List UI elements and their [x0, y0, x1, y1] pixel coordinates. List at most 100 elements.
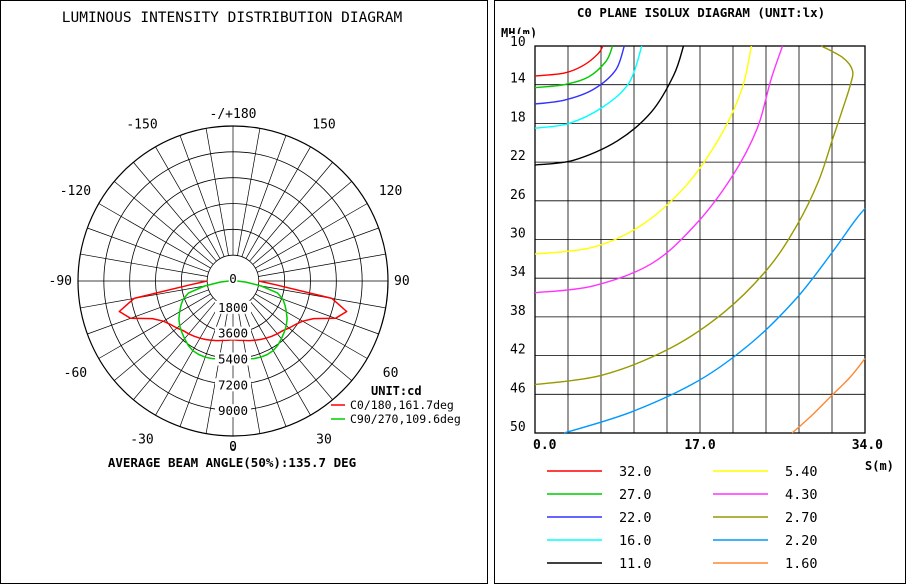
polar-grid-spoke: [114, 297, 214, 381]
isolux-legend-label: 27.0: [619, 487, 652, 503]
x-tick-label: 17.0: [684, 438, 715, 453]
isolux-curve: [534, 45, 604, 77]
radial-label: 1800: [218, 300, 248, 315]
isolux-title: C0 PLANE ISOLUX DIAGRAM (UNIT:lx): [577, 5, 825, 20]
isolux-curve: [534, 45, 784, 294]
y-tick-label: 26: [510, 188, 526, 203]
polar-radial-labels: 0 1800 3600 5400 7200 9000 0: [215, 271, 251, 453]
polar-grid-spoke: [179, 305, 225, 427]
y-tick-label: 42: [510, 343, 526, 358]
isolux-curve: [534, 45, 625, 105]
polar-grid-spoke: [258, 253, 386, 277]
polar-grid-spoke: [241, 135, 287, 257]
polar-grid-spoke: [257, 289, 379, 335]
y-tick-label-bg: [509, 419, 533, 432]
radial-label: 3600: [218, 326, 248, 341]
y-tick-label-bg: [509, 70, 533, 84]
isolux-legend: 32.0 27.0 22.0 16.0 11.0 5.40 4.30 2.70 2.20 1.60: [547, 464, 818, 572]
y-tick-label: 38: [510, 304, 526, 319]
y-tick-label-bg: [509, 109, 533, 123]
angle-label: 150: [312, 117, 335, 132]
y-tick-label: 30: [510, 227, 526, 242]
x-tick-label: 0.0: [533, 438, 557, 453]
legend-label: C90/270,109.6deg: [350, 412, 461, 426]
radial-label-bg: [215, 404, 251, 418]
radial-label-bg: [215, 378, 251, 392]
radial-label: 5400: [218, 352, 248, 367]
isolux-chart: C0 PLANE ISOLUX DIAGRAM (UNIT:lx) MH(m) …: [501, 5, 894, 572]
polar-grid-spoke: [249, 162, 333, 262]
y-tick-label-bg: [509, 380, 533, 394]
angle-label: -120: [60, 184, 91, 199]
angle-label: -/+180: [210, 107, 257, 122]
unit-label: UNIT:cd: [371, 384, 422, 398]
y-tick-label-bg: [509, 186, 533, 200]
legend-label: C0/180,161.7deg: [350, 398, 454, 412]
radial-label-bg: [215, 352, 251, 366]
polar-grid-spoke: [98, 203, 211, 269]
polar-grid-spoke: [155, 303, 221, 416]
isolux-legend-label: 2.70: [785, 510, 818, 526]
isolux-xlabel: S(m): [865, 459, 894, 473]
isolux-grid: [534, 45, 866, 434]
y-tick-label-bg: [509, 341, 533, 355]
angle-label: 0: [229, 440, 237, 455]
polar-grid-spoke: [245, 146, 311, 259]
angle-label: -30: [130, 433, 153, 448]
polar-grid-spoke: [237, 128, 261, 256]
polar-grid-spoke: [98, 293, 211, 359]
y-tick-label-bg: [509, 225, 533, 239]
isolux-legend-label: 16.0: [619, 533, 652, 549]
radial-label: 9000: [218, 403, 248, 418]
isolux-curves: [534, 45, 866, 434]
isolux-legend-label: 4.30: [785, 487, 818, 503]
polar-grid-spoke: [245, 303, 311, 416]
y-tick-label: 10: [510, 35, 526, 50]
polar-grid-spoke: [241, 305, 287, 427]
isolux-legend-label: 5.40: [785, 464, 818, 480]
polar-grid-spoke: [155, 146, 221, 259]
polar-grid-spoke: [80, 253, 208, 277]
polar-grid-spoke: [252, 181, 352, 265]
isolux-legend-label: 11.0: [619, 556, 652, 572]
x-tick-label: 34.0: [852, 438, 883, 453]
angle-label: 90: [394, 274, 410, 289]
isolux-curve: [563, 208, 866, 434]
radial-label-bg: [215, 326, 251, 340]
polar-grid-spoke: [114, 181, 214, 265]
isolux-legend-label: 32.0: [619, 464, 652, 480]
polar-title: LUMINOUS INTENSITY DISTRIBUTION DIAGRAM: [62, 10, 403, 26]
y-tick-label: 22: [510, 149, 526, 164]
y-tick-label-bg: [509, 302, 533, 316]
isolux-curve: [534, 45, 643, 129]
intensity-curve-c0-180: [118, 280, 348, 342]
isolux-frame: [534, 45, 866, 434]
angle-label: 120: [379, 184, 402, 199]
angle-label: 60: [383, 366, 399, 381]
radial-label: 7200: [218, 377, 248, 392]
isolux-legend-label: 2.20: [785, 533, 818, 549]
y-tick-label: 46: [510, 381, 526, 396]
radial-label: 0: [229, 438, 237, 453]
isolux-curve: [534, 45, 753, 255]
polar-panel: LUMINOUS INTENSITY DISTRIBUTION DIAGRAM …: [0, 0, 488, 584]
y-tick-label-bg: [509, 148, 533, 162]
isolux-legend-label: 1.60: [785, 556, 818, 572]
polar-grid-spoke: [133, 300, 217, 400]
polar-grid-spoke: [255, 293, 368, 359]
isolux-tick-labels: 10 14 18 22 26 30 34 38 42 46 50 0.0 17.0 34.0: [509, 34, 883, 453]
polar-grid-spoke: [249, 300, 333, 400]
radial-label: 0: [229, 271, 237, 286]
isolux-curve: [534, 45, 854, 386]
radial-label-bg: [215, 300, 251, 314]
angle-label: -90: [49, 274, 72, 289]
beam-angle-text: AVERAGE BEAM ANGLE(50%):135.7 DEG: [108, 455, 356, 470]
polar-angle-labels: -/+180 -150 150 -120 120 -90 90 -60 60 -30 30 0: [49, 107, 410, 455]
polar-grid-spoke: [87, 289, 209, 335]
polar-grid-spoke: [87, 227, 209, 273]
y-tick-label: 14: [510, 72, 526, 87]
y-tick-label: 50: [510, 420, 526, 435]
y-tick-label: 34: [510, 265, 526, 280]
isolux-curve: [534, 45, 614, 89]
